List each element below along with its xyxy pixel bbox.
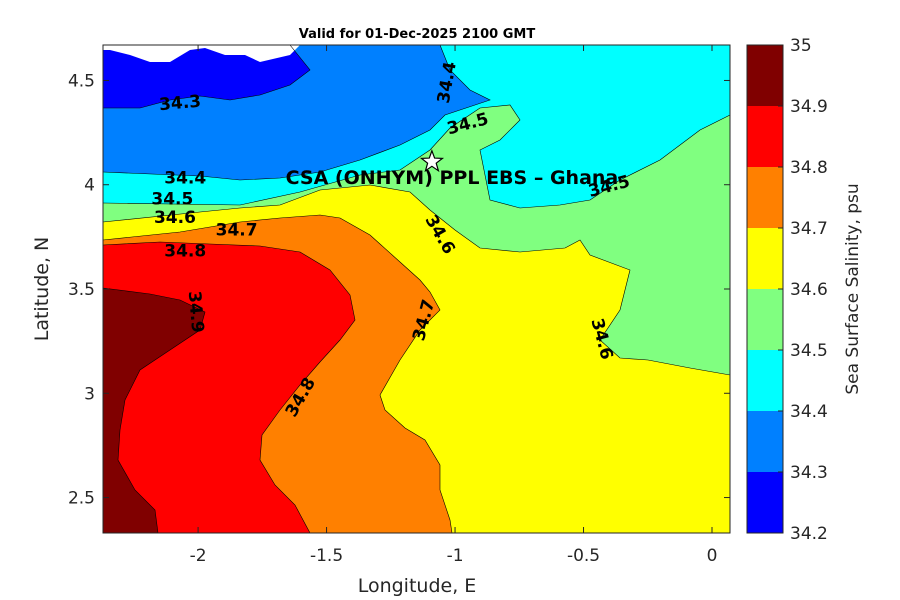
x-tick-label: -1.5 (310, 546, 343, 566)
contour-label: 34.3 (158, 92, 202, 116)
y-tick-label: 4.5 (68, 71, 95, 91)
chart-title: Valid for 01-Dec-2025 2100 GMT (299, 27, 536, 42)
x-axis: -2 -1.5 -1 -0.5 0 (190, 45, 718, 566)
contour-label: 34.8 (164, 241, 206, 261)
contour-line-34-4 (102, 44, 491, 181)
y-axis-label: Latitude, N (31, 237, 53, 342)
y-tick-label: 2.5 (68, 489, 95, 509)
contour-label: 34.7 (216, 221, 258, 241)
contour-line-34-9 (102, 287, 206, 534)
x-tick-label: -0.5 (567, 546, 600, 566)
colorbar-tick-label: 34.5 (790, 341, 828, 361)
colorbar-swatch (747, 167, 783, 228)
contour-label: 34.4 (164, 168, 206, 188)
colorbar-swatch (747, 228, 783, 289)
contour-label: 34.6 (154, 208, 196, 228)
contour-line-34-5 (102, 104, 731, 209)
x-tick-label: -2 (190, 546, 207, 566)
colorbar-tick-label: 34.4 (790, 402, 828, 422)
y-tick-label: 4 (84, 176, 95, 196)
contour-line-34-7 (102, 214, 453, 534)
x-tick-label: -1 (447, 546, 464, 566)
colorbar-tick-label: 34.9 (790, 97, 828, 117)
colorbar-tick-label: 34.7 (790, 219, 828, 239)
station-group: CSA (ONHYM) PPL EBS – Ghana (286, 149, 619, 189)
contour-line-34-3 (103, 44, 311, 109)
y-tick-label: 3 (84, 384, 95, 404)
x-tick-label: 0 (707, 546, 718, 566)
contour-line-34-8 (102, 241, 356, 534)
contour-field (103, 45, 730, 533)
station-label: CSA (ONHYM) PPL EBS – Ghana (286, 167, 619, 189)
colorbar-tick-label: 34.3 (790, 463, 828, 483)
region-34-9-35 (103, 288, 205, 533)
colorbar-label: Sea Surface Salinity, psu (843, 183, 863, 394)
y-tick-label: 3.5 (68, 280, 95, 300)
colorbar-tick-label: 35 (790, 36, 812, 56)
contour-lines (102, 44, 731, 534)
colorbar-swatch (747, 411, 783, 472)
colorbar-tick-label: 34.2 (790, 524, 828, 544)
missing-data-gap (103, 45, 300, 62)
star-icon (419, 149, 445, 173)
colorbar-swatch (747, 106, 783, 167)
x-axis-label: Longitude, E (358, 575, 477, 597)
contour-line-34-6 (102, 184, 731, 376)
colorbar-tick-label: 34.6 (790, 280, 828, 300)
colorbar-tick-label: 34.8 (790, 158, 828, 178)
y-axis: 2.5 3 3.5 4 4.5 (68, 71, 730, 509)
colorbar-swatch (747, 472, 783, 533)
colorbar: 34.2 34.3 34.4 34.5 34.6 34.7 34.8 34.9 35 (746, 36, 828, 544)
contour-label: 34.9 (184, 290, 208, 334)
colorbar-swatch (747, 289, 783, 350)
contour-label: 34.5 (151, 189, 193, 209)
colorbar-swatch (747, 350, 783, 411)
colorbar-swatch (747, 45, 783, 106)
